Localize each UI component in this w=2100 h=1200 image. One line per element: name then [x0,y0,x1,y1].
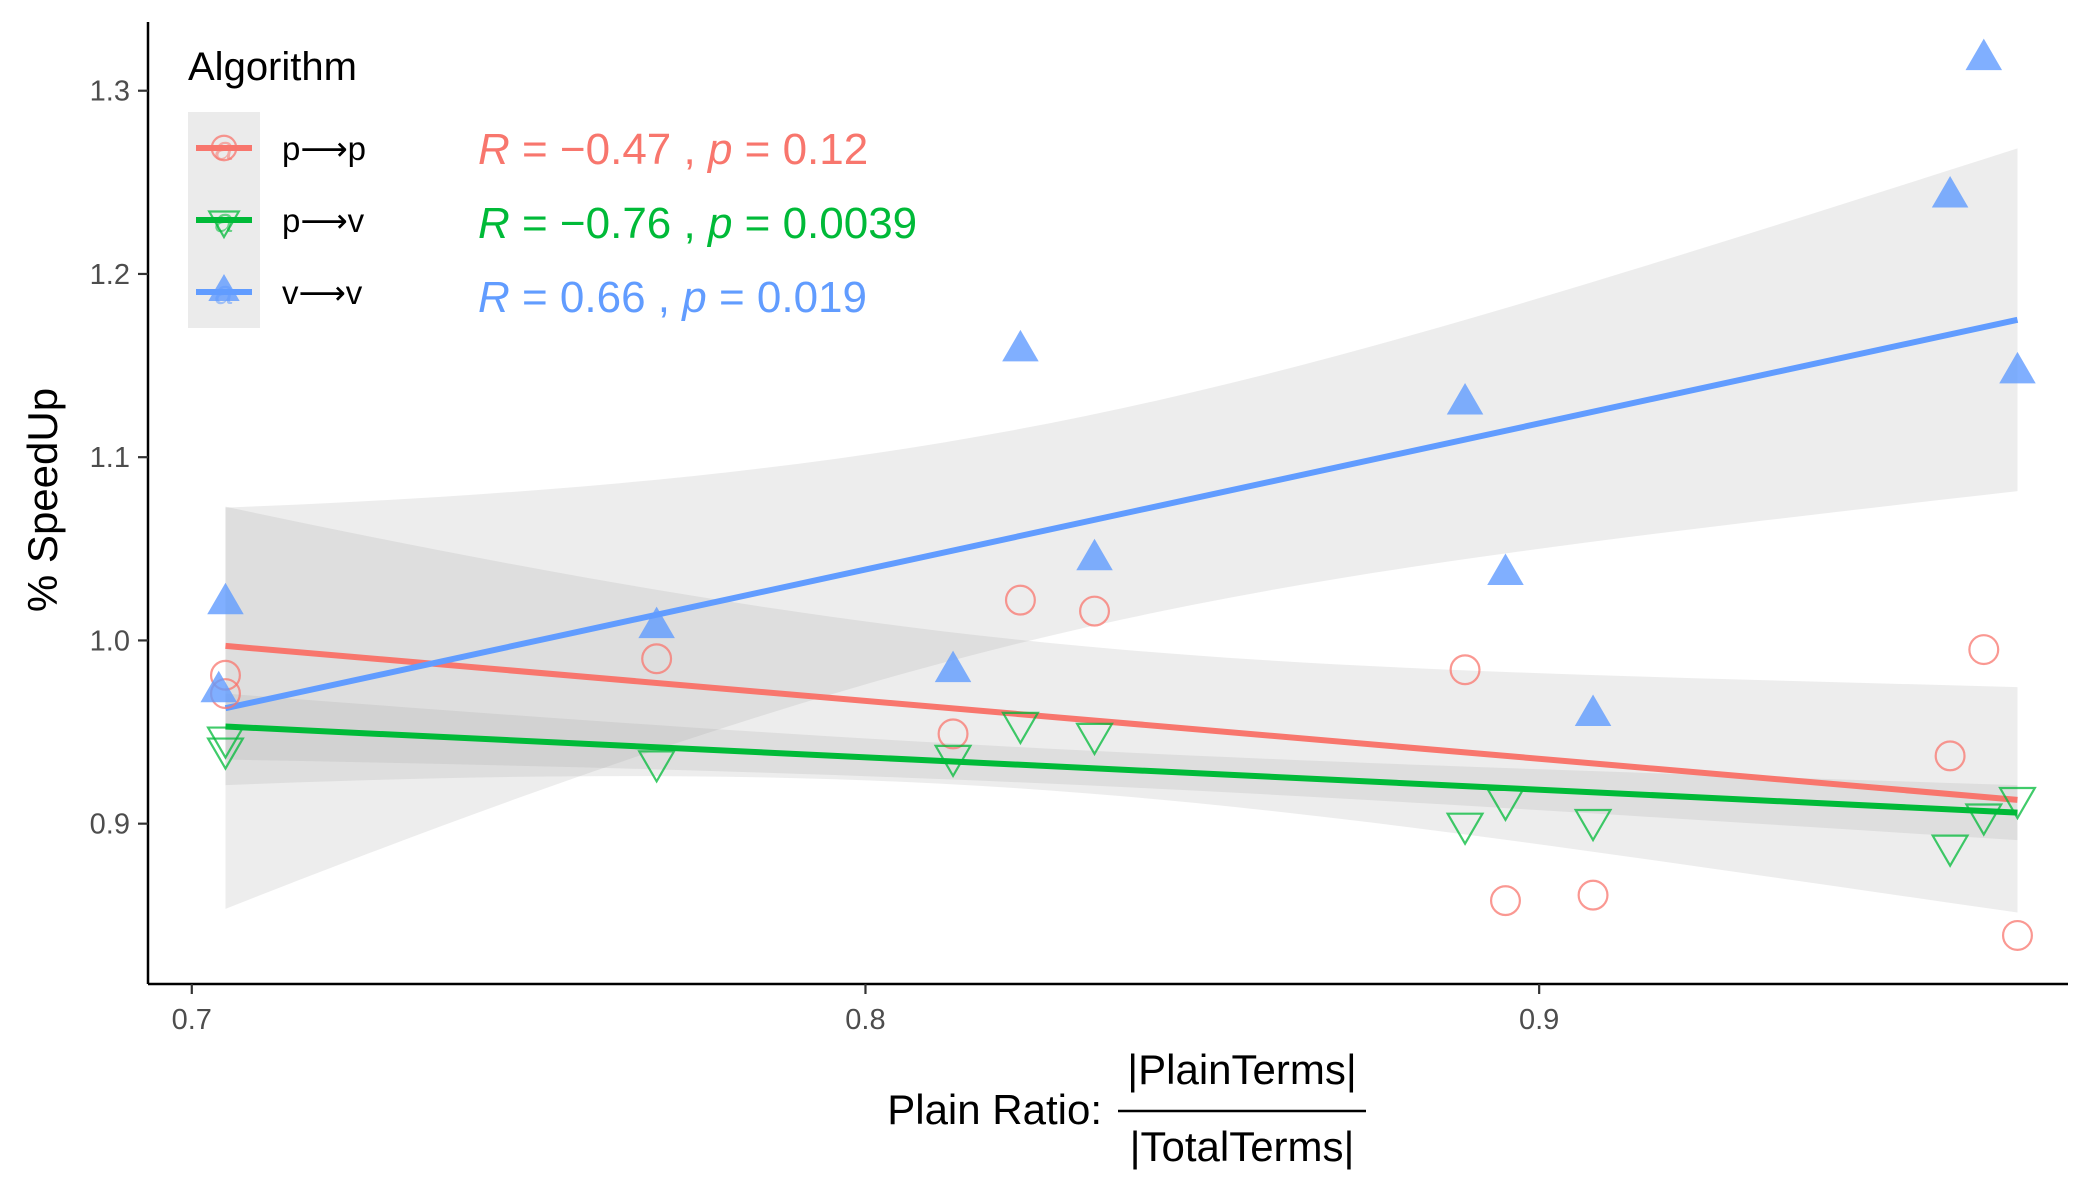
x-axis-title: Plain Ratio: |PlainTerms| |TotalTerms| [887,1046,1366,1170]
legend-title: Algorithm [188,45,357,89]
stat-symbol: R [478,125,510,174]
x-axis-title-denominator: |TotalTerms| [1130,1123,1355,1170]
data-point-p-to-v [1001,711,1040,746]
stat-value: = 0.12 [732,125,868,174]
data-point-v-to-v [1965,38,2003,71]
y-tick-label: 1.3 [90,76,130,108]
stat-value: = −0.76 , [510,199,708,248]
data-point-v-to-v [200,670,238,703]
legend-key-label: a [215,130,234,168]
axis-ticks: 0.7 0.8 0.9 0.9 1.0 1.1 1.2 1.3 [90,76,1560,1036]
data-point-p-to-v [206,726,245,760]
regression-line-v-to-v [224,316,2019,712]
stat-symbol: p [706,125,732,174]
regression-line-p-to-p [225,642,2018,803]
data-point-v-to-v [1487,553,1524,585]
legend-label: v⟶v [282,274,363,311]
regression-lines [224,316,2019,816]
data-point-p-to-p [1968,634,2000,666]
data-point-v-to-v [1002,329,1039,362]
data-point-v-to-v [207,582,244,615]
confidence-band-v-to-v [225,148,2018,909]
x-tick-label: 0.7 [172,1004,212,1036]
data-point-v-to-v [1931,175,1969,208]
y-tick-label: 0.9 [90,809,130,841]
legend-item-v-to-v: a v⟶v [188,256,363,328]
data-point-p-to-v [1930,834,1970,868]
legend-key-label: a [215,202,234,240]
correlation-label-v-to-v: R = 0.66 , p = 0.019 [478,273,867,322]
stat-symbol: p [706,199,732,248]
stat-value: = −0.47 , [510,125,708,174]
x-axis-title-numerator: |PlainTerms| [1127,1046,1357,1093]
y-axis-title: % SpeedUp [19,388,66,612]
data-point-p-to-v [1445,812,1485,846]
x-axis-title-prefix: Plain Ratio: [887,1086,1102,1133]
x-tick-label: 0.9 [1519,1004,1559,1036]
data-point-p-to-p [1079,595,1111,627]
data-point-p-to-v [1075,722,1114,757]
data-point-p-to-p [1489,885,1521,917]
data-point-v-to-v [1076,538,1113,571]
data-point-p-to-v [1998,786,2037,821]
data-point-v-to-v [638,606,675,639]
stat-value: = 0.66 , [510,273,682,322]
correlation-annotations: R = −0.47 , p = 0.12R = −0.76 , p = 0.00… [478,125,917,322]
data-point-p-to-p [641,643,673,675]
stat-value: = 0.019 [707,273,867,322]
legend-key-marker [208,274,240,301]
data-point-p-to-v [1573,808,1613,843]
data-point-v-to-v [934,650,972,683]
data-point-v-to-v [1446,383,1484,415]
data-point-p-to-p [2001,919,2033,951]
legend-item-p-to-v: a p⟶v [188,184,365,256]
legend-label: p⟶v [282,202,365,239]
data-point-p-to-v [933,744,973,779]
legend: Algorithm a p⟶p a p⟶v a v⟶v [188,45,366,328]
stat-symbol: R [478,199,510,248]
regression-line-p-to-v [225,723,2018,816]
data-points [200,38,2037,951]
y-tick-label: 1.0 [90,625,130,657]
data-point-p-to-p [1449,654,1481,686]
data-point-p-to-v [1964,803,2004,837]
stat-value: = 0.0039 [732,199,917,248]
data-point-v-to-v [1574,694,1612,727]
y-tick-label: 1.2 [90,259,130,291]
data-point-p-to-v [637,750,676,784]
x-tick-label: 0.8 [845,1004,885,1036]
legend-key-label: a [215,274,234,312]
stat-symbol: R [478,273,510,322]
data-point-p-to-p [1004,584,1036,616]
legend-key-marker [210,134,238,162]
data-point-p-to-p [1934,740,1966,772]
correlation-label-p-to-p: R = −0.47 , p = 0.12 [478,125,868,174]
data-point-v-to-v [1999,351,2036,384]
y-tick-label: 1.1 [90,442,130,474]
data-point-p-to-p [937,718,969,750]
data-point-p-to-v [1486,788,1525,823]
data-point-p-to-p [1577,879,1609,911]
stat-symbol: p [680,273,706,322]
data-point-p-to-v [206,737,245,771]
legend-item-p-to-p: a p⟶p [188,112,366,184]
legend-label: p⟶p [282,130,366,167]
correlation-label-p-to-v: R = −0.76 , p = 0.0039 [478,199,917,248]
legend-key-marker [207,210,241,240]
